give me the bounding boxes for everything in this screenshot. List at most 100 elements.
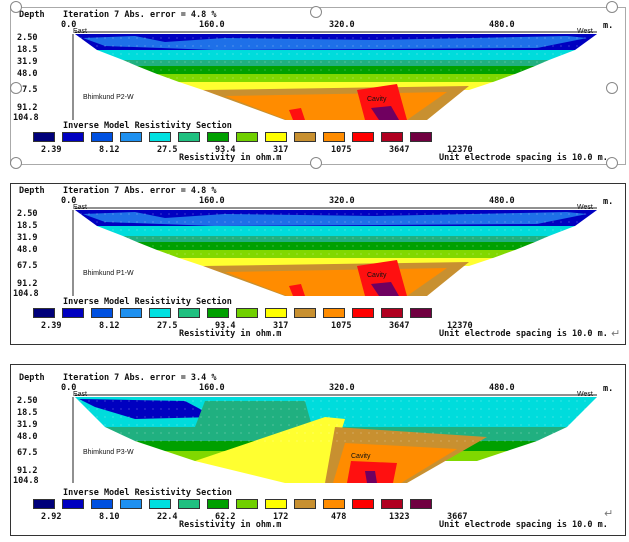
layer-lime — [157, 250, 515, 258]
depth-tick-label: 91.2 — [17, 103, 38, 113]
legend-swatch — [149, 132, 171, 142]
legend-swatch — [352, 132, 374, 142]
resize-handle-bottom-left[interactable] — [10, 157, 22, 169]
legend-swatch — [120, 132, 142, 142]
resize-handle-top-left[interactable] — [10, 1, 22, 13]
legend-swatch — [265, 499, 287, 509]
legend-value: 93.4 — [215, 145, 236, 155]
profile-name-label: Bhimkund P1-W — [83, 270, 134, 277]
legend-value: 8.12 — [99, 145, 120, 155]
depth-tick-label: 31.9 — [17, 233, 38, 243]
depth-tick-label: 48.0 — [17, 69, 38, 79]
legend-swatch — [410, 308, 432, 318]
layer-red-small — [289, 108, 305, 120]
x-tick-label: 480.0 — [489, 20, 515, 30]
layer-red — [357, 84, 407, 120]
legend-value: 317 — [273, 145, 289, 155]
depth-label: Depth — [19, 10, 45, 20]
legend-swatch — [91, 499, 113, 509]
legend-title: Inverse Model Resistivity Section — [63, 121, 232, 131]
profile-name-label: Bhimkund P2-W — [83, 94, 134, 101]
legend-swatch — [236, 132, 258, 142]
layer-lime — [157, 74, 515, 82]
resize-handle-middle-left[interactable] — [10, 82, 22, 94]
legend-swatch — [381, 499, 403, 509]
layer-teal — [123, 60, 549, 66]
legend-value: 1075 — [331, 321, 352, 331]
legend-unit: Resistivity in ohm.m — [179, 520, 282, 530]
legend-value: 2.39 — [41, 321, 62, 331]
x-tick-label: 480.0 — [489, 196, 515, 206]
legend-value: 22.4 — [157, 512, 178, 522]
legend-swatch — [120, 308, 142, 318]
layer-cyan — [97, 226, 575, 236]
depth-tick-label: 91.2 — [17, 279, 38, 289]
resize-handle-bottom-right[interactable] — [606, 157, 618, 169]
x-tick-label: 320.0 — [329, 196, 355, 206]
legend-value: 317 — [273, 321, 289, 331]
legend-swatch — [120, 499, 142, 509]
legend-swatch — [236, 499, 258, 509]
depth-tick-label: 104.8 — [13, 476, 39, 486]
electrode-spacing-label: Unit electrode spacing is 10.0 m. — [439, 153, 608, 163]
depth-tick-label: 48.0 — [17, 432, 38, 442]
legend-value: 93.4 — [215, 321, 236, 331]
legend-title: Inverse Model Resistivity Section — [63, 297, 232, 307]
legend-value: 27.5 — [157, 145, 178, 155]
layer-red — [357, 260, 407, 296]
profile-name-label: Bhimkund P3-W — [83, 449, 134, 456]
depth-tick-label: 2.50 — [17, 33, 38, 43]
paragraph-mark-icon: ↵ — [604, 507, 614, 520]
depth-tick-label: 104.8 — [13, 289, 39, 299]
layer-teal — [123, 236, 549, 242]
legend-swatch — [323, 132, 345, 142]
layer-red-small — [289, 284, 305, 296]
depth-tick-label: 2.50 — [17, 396, 38, 406]
unit-label: m. — [603, 384, 614, 394]
resistivity-section-plot — [72, 207, 597, 296]
layer-green — [137, 66, 535, 74]
legend-swatch — [207, 308, 229, 318]
legend-value: 1075 — [331, 145, 352, 155]
legend-swatch — [178, 499, 200, 509]
depth-tick-label: 2.50 — [17, 209, 38, 219]
depth-tick-label: 18.5 — [17, 221, 38, 231]
cavity-label: Cavity — [367, 272, 387, 279]
legend-swatch — [62, 132, 84, 142]
legend-value: 8.10 — [99, 512, 120, 522]
profile-image-3[interactable]: Depth Iteration 7 Abs. error = 3.4 % 0.0 16… — [10, 364, 626, 536]
cavity-label: Cavity — [367, 96, 387, 103]
layer-green — [137, 242, 535, 250]
resize-handle-bottom-center[interactable] — [310, 157, 322, 169]
profile-image-2[interactable]: Depth Iteration 7 Abs. error = 4.8 % 0.0 16… — [10, 183, 626, 345]
resistivity-section-plot — [72, 394, 597, 483]
legend-value: 12370 — [447, 145, 473, 155]
legend-swatch — [410, 499, 432, 509]
legend-swatch — [410, 132, 432, 142]
legend-swatch — [62, 308, 84, 318]
cavity-label: Cavity — [351, 453, 371, 460]
legend-swatch — [178, 132, 200, 142]
profile-image-1[interactable]: Depth Iteration 7 Abs. error = 4.8 % 0.0 16… — [10, 7, 626, 165]
legend-swatch — [207, 499, 229, 509]
resize-handle-top-center[interactable] — [310, 6, 322, 18]
legend-swatch — [265, 308, 287, 318]
legend-swatch — [352, 499, 374, 509]
depth-tick-label: 104.8 — [13, 113, 39, 123]
legend-swatch — [381, 132, 403, 142]
depth-tick-label: 18.5 — [17, 408, 38, 418]
x-tick-label: 160.0 — [199, 196, 225, 206]
x-tick-label: 320.0 — [329, 383, 355, 393]
legend-unit: Resistivity in ohm.m — [179, 329, 282, 339]
legend-value: 3647 — [389, 145, 410, 155]
legend-value: 478 — [331, 512, 347, 522]
x-tick-label: 0.0 — [61, 383, 77, 393]
legend-value: 27.5 — [157, 321, 178, 331]
legend-swatch — [207, 132, 229, 142]
depth-tick-label: 67.5 — [17, 261, 38, 271]
layer-cavity — [365, 471, 377, 483]
x-tick-label: 480.0 — [489, 383, 515, 393]
resize-handle-top-right[interactable] — [606, 1, 618, 13]
resize-handle-middle-right[interactable] — [606, 82, 618, 94]
legend-value: 172 — [273, 512, 289, 522]
